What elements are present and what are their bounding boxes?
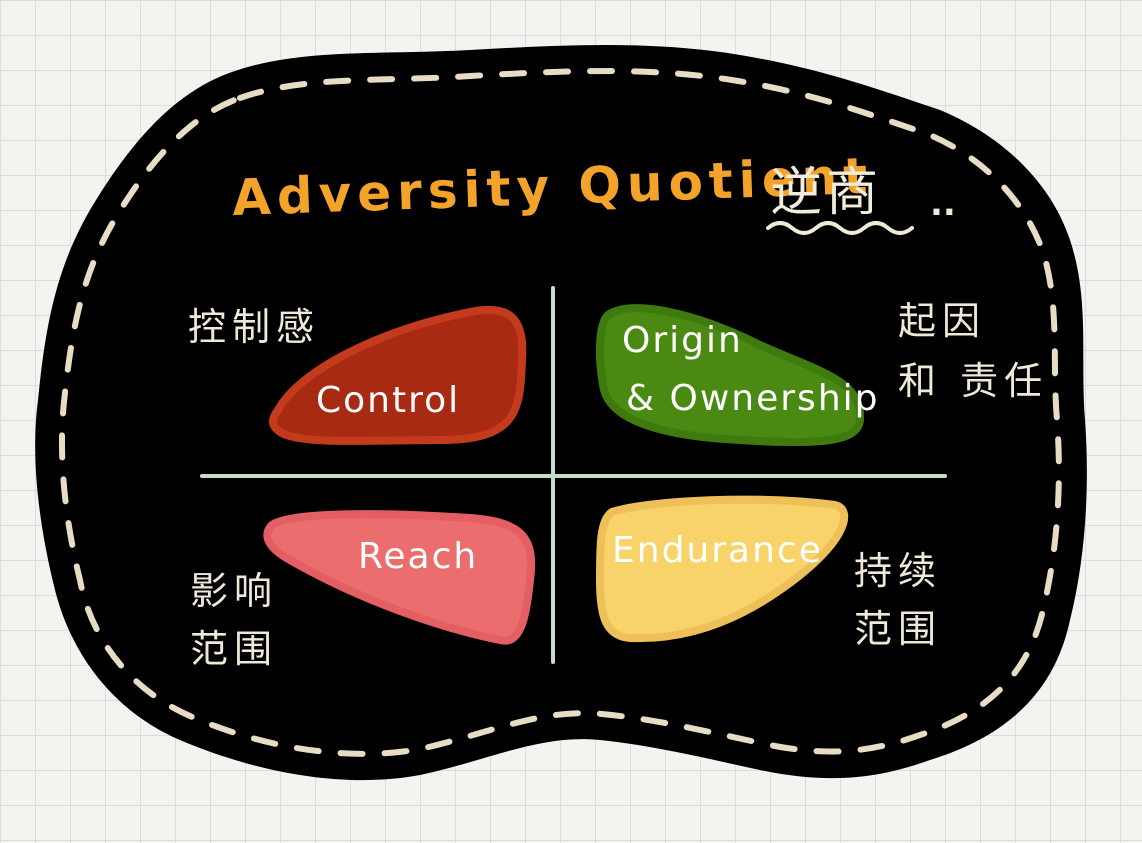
endurance-blob: [596, 495, 849, 643]
reach-label: Reach: [358, 536, 479, 577]
title-cn: 逆商: [770, 163, 883, 223]
origin-caption-line1: 起因: [898, 299, 987, 343]
stitch-border: [58, 68, 1062, 757]
control-caption: 控制感: [188, 305, 321, 349]
control-blob: [269, 305, 527, 445]
endurance-caption-line1: 持续: [854, 549, 943, 593]
origin-label-line1: Origin: [622, 320, 743, 361]
endurance-caption-line2: 范围: [854, 607, 943, 651]
reach-caption-line2: 范围: [190, 627, 279, 671]
origin-caption-line2: 和 责任: [898, 359, 1049, 403]
reach-blob: [263, 510, 536, 645]
board-shape: [35, 45, 1087, 781]
origin-label-line2: & Ownership: [626, 378, 880, 419]
reach-caption-line1: 影响: [190, 569, 279, 613]
title-ellipsis: ..: [930, 184, 956, 224]
origin-blob: [595, 304, 865, 447]
title-cn-underline: [766, 221, 914, 235]
endurance-label: Endurance: [612, 530, 823, 571]
control-label: Control: [316, 380, 461, 421]
